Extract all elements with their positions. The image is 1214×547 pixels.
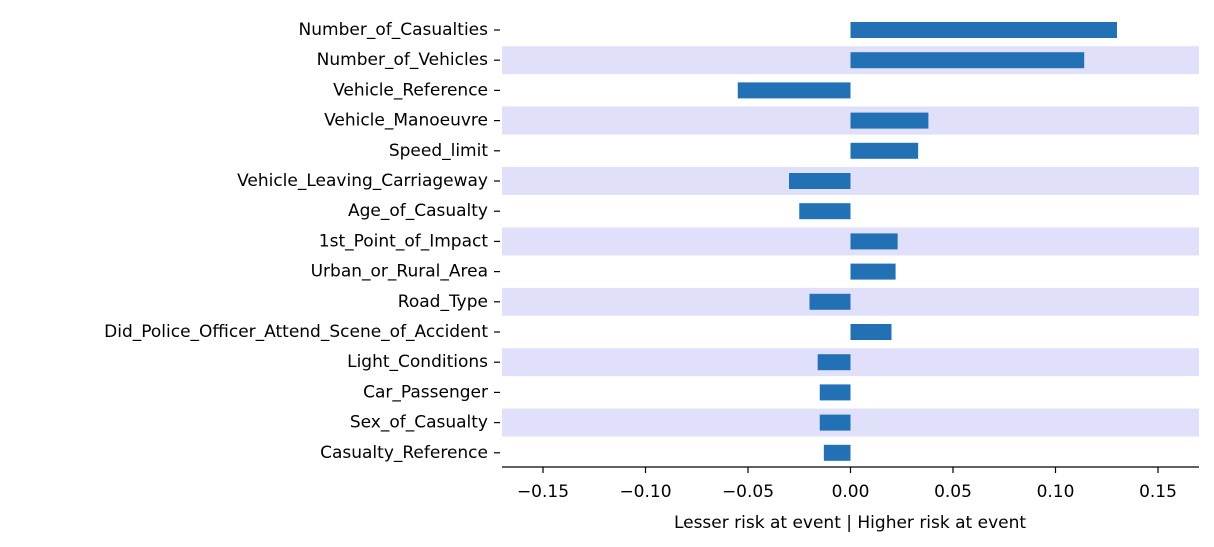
x-axis: −0.15 −0.10 −0.05 0.00 0.05 0.10 0.15	[502, 466, 1199, 502]
y-axis: Number_of_Casualties Number_of_Vehicles Ve…	[104, 20, 500, 463]
x-axis-label: Lesser risk at event | Higher risk at ev…	[674, 513, 1026, 533]
y-tick-label: Road_Type	[398, 292, 488, 312]
y-tick-label: Speed_limit	[389, 141, 489, 161]
y-tick-label: Light_Conditions	[347, 352, 488, 372]
bar	[737, 82, 851, 99]
y-tick-label: Casualty_Reference	[320, 443, 488, 463]
bar	[850, 233, 898, 250]
bar	[823, 444, 851, 461]
bar	[850, 263, 896, 280]
bar	[809, 293, 851, 310]
bar	[817, 354, 851, 371]
y-tick-label: 1st_Point_of_Impact	[319, 231, 489, 251]
x-tick-label: 0.00	[832, 482, 870, 502]
bar	[850, 22, 1117, 38]
bar	[819, 384, 851, 401]
x-tick-label: 0.05	[934, 482, 972, 502]
y-tick-label: Urban_or_Rural_Area	[311, 262, 488, 282]
bar	[799, 203, 851, 220]
x-tick-label: −0.10	[619, 482, 671, 502]
x-tick-label: −0.15	[517, 482, 569, 502]
y-tick-label: Car_Passenger	[363, 382, 488, 402]
bar	[850, 52, 1085, 69]
bar	[819, 414, 851, 431]
y-tick-label: Number_of_Vehicles	[317, 50, 488, 70]
y-tick-label: Number_of_Casualties	[299, 20, 489, 40]
bars	[737, 22, 1117, 461]
x-tick-label: 0.10	[1037, 482, 1075, 502]
bar	[789, 173, 851, 189]
y-tick-label: Vehicle_Reference	[333, 80, 488, 100]
y-tick-label: Age_of_Casualty	[348, 201, 488, 221]
y-tick-label: Vehicle_Manoeuvre	[324, 111, 488, 131]
y-tick-label: Did_Police_Officer_Attend_Scene_of_Accid…	[104, 322, 488, 342]
y-tick-label: Vehicle_Leaving_Carriageway	[237, 171, 488, 191]
bar	[850, 324, 892, 340]
bar	[850, 112, 929, 129]
x-tick-label: −0.05	[722, 482, 774, 502]
y-tick-label: Sex_of_Casualty	[350, 413, 488, 433]
x-tick-label: 0.15	[1139, 482, 1177, 502]
bar	[850, 142, 919, 159]
